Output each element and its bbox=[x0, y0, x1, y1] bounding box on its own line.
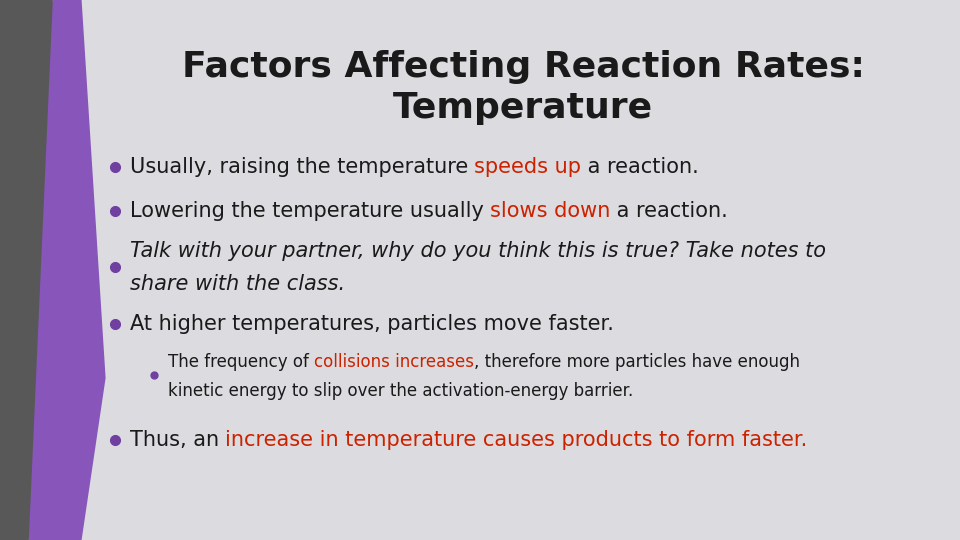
Text: increase in temperature causes products to form faster.: increase in temperature causes products … bbox=[226, 430, 807, 450]
Text: Factors Affecting Reaction Rates:: Factors Affecting Reaction Rates: bbox=[181, 51, 865, 84]
Text: Lowering the temperature usually: Lowering the temperature usually bbox=[130, 200, 491, 221]
Text: slows down: slows down bbox=[491, 200, 611, 221]
Text: Talk with your partner, why do you think this is true? Take notes to: Talk with your partner, why do you think… bbox=[130, 241, 826, 261]
Text: Temperature: Temperature bbox=[394, 91, 653, 125]
Text: collisions increases: collisions increases bbox=[314, 353, 474, 371]
Text: a reaction.: a reaction. bbox=[582, 157, 699, 178]
Text: Usually, raising the temperature: Usually, raising the temperature bbox=[130, 157, 474, 178]
Polygon shape bbox=[29, 0, 106, 540]
Text: a reaction.: a reaction. bbox=[611, 200, 729, 221]
Text: At higher temperatures, particles move faster.: At higher temperatures, particles move f… bbox=[130, 314, 613, 334]
Text: The frequency of: The frequency of bbox=[168, 353, 314, 371]
Text: Thus, an: Thus, an bbox=[130, 430, 226, 450]
Text: , therefore more particles have enough: , therefore more particles have enough bbox=[474, 353, 800, 371]
Text: speeds up: speeds up bbox=[474, 157, 582, 178]
Text: share with the class.: share with the class. bbox=[130, 273, 345, 294]
Polygon shape bbox=[0, 0, 82, 540]
Text: kinetic energy to slip over the activation-energy barrier.: kinetic energy to slip over the activati… bbox=[168, 382, 634, 401]
